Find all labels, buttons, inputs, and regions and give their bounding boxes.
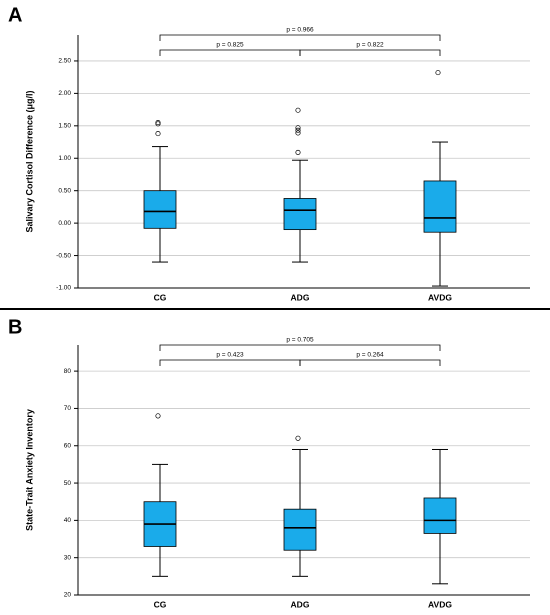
p-value-label: p = 0.825 — [216, 42, 244, 49]
x-tick-label: CG — [154, 599, 167, 609]
outlier — [295, 127, 301, 133]
outlier — [155, 131, 161, 137]
outlier — [155, 413, 161, 419]
p-value-label: p = 0.822 — [356, 42, 384, 49]
y-tick-label: 20 — [64, 592, 72, 599]
outlier — [295, 149, 301, 155]
y-tick-label: -1.00 — [56, 285, 71, 292]
y-tick-label: -0.50 — [56, 252, 71, 259]
y-tick-label: 1.00 — [58, 155, 71, 162]
significance-bracket — [159, 359, 301, 366]
box — [423, 497, 457, 534]
y-tick-label: 2.50 — [58, 58, 71, 65]
p-value-label: p = 0.264 — [356, 352, 384, 359]
x-tick-label: ADG — [291, 292, 310, 302]
box — [283, 198, 317, 231]
p-value-label: p = 0.423 — [216, 352, 244, 359]
outlier — [435, 70, 441, 76]
significance-bracket — [159, 34, 441, 41]
box — [143, 190, 177, 229]
p-value-label: p = 0.705 — [286, 337, 314, 344]
y-tick-label: 0.50 — [58, 187, 71, 194]
y-tick-label: 40 — [64, 517, 72, 524]
outlier — [295, 435, 301, 441]
significance-bracket — [159, 49, 301, 56]
outlier — [295, 125, 301, 131]
y-axis-label: Salivary Cortisol Difference (μg/l) — [24, 90, 34, 232]
y-tick-label: 0.00 — [58, 220, 71, 227]
x-tick-label: CG — [154, 292, 167, 302]
y-tick-label: 2.00 — [58, 90, 71, 97]
box — [423, 180, 457, 233]
y-tick-label: 30 — [64, 554, 72, 561]
x-tick-label: AVDG — [428, 292, 452, 302]
significance-bracket — [159, 344, 441, 351]
y-tick-label: 1.50 — [58, 123, 71, 130]
y-tick-label: 80 — [64, 368, 72, 375]
box — [283, 508, 317, 551]
significance-bracket — [299, 49, 441, 56]
outlier — [155, 121, 161, 127]
x-tick-label: AVDG — [428, 599, 452, 609]
significance-bracket — [299, 359, 441, 366]
y-tick-label: 70 — [64, 405, 72, 412]
y-tick-label: 60 — [64, 442, 72, 449]
x-tick-label: ADG — [291, 599, 310, 609]
y-tick-label: 50 — [64, 480, 72, 487]
outlier — [295, 130, 301, 136]
y-axis-label: State-Trait Anxiety Inventory — [24, 409, 34, 531]
panel-label: A — [8, 4, 22, 26]
outlier — [155, 120, 161, 126]
outlier — [295, 107, 301, 113]
panel-label: B — [8, 316, 22, 338]
p-value-label: p = 0.966 — [286, 27, 314, 34]
